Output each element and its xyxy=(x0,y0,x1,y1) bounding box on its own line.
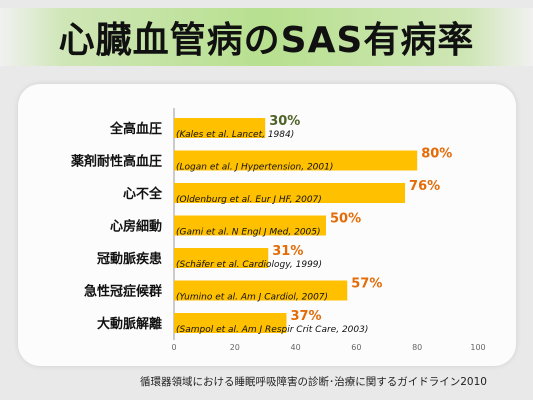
bar-4 xyxy=(174,248,269,268)
value-label: 50% xyxy=(330,212,361,227)
bar-6 xyxy=(174,313,287,333)
category-label: 薬剤耐性高血圧 xyxy=(70,154,162,170)
category-label: 冠動脈疾患 xyxy=(97,251,162,267)
citation-label: (Gami et al. N Engl J Med, 2005) xyxy=(176,228,321,238)
bar-0 xyxy=(174,118,266,138)
value-label: 57% xyxy=(351,277,382,292)
bar-5 xyxy=(174,280,348,301)
x-tick-label: 40 xyxy=(291,343,301,352)
category-label: 全高血圧 xyxy=(109,121,162,137)
value-label: 80% xyxy=(421,147,452,162)
value-label: 30% xyxy=(269,114,300,129)
citation-label: (Kales et al. Lancet, 1984) xyxy=(176,130,294,140)
citation-label: (Schäfer et al. Cardiology, 1999) xyxy=(176,260,322,270)
citation-label: (Yumino et al. Am J Cardiol, 2007) xyxy=(176,293,328,303)
category-label: 急性冠症候群 xyxy=(84,284,162,300)
page-title: 心臓血管病のSAS有病率 xyxy=(58,20,475,61)
category-label: 心不全 xyxy=(123,186,163,202)
category-label: 大動脈解離 xyxy=(97,316,162,332)
bar-1 xyxy=(174,150,418,171)
x-tick-label: 100 xyxy=(470,343,485,352)
category-label: 心房細動 xyxy=(110,219,162,235)
value-label: 37% xyxy=(290,309,321,324)
citation-label: (Sampol et al. Am J Respir Crit Care, 20… xyxy=(176,325,368,335)
x-tick-label: 80 xyxy=(412,343,422,352)
title-banner: 心臓血管病のSAS有病率 xyxy=(0,8,533,66)
x-tick-label: 0 xyxy=(171,343,176,352)
citation-label: (Oldenburg et al. Eur J HF, 2007) xyxy=(176,195,322,205)
citation-label: (Logan et al. J Hypertension, 2001) xyxy=(176,163,333,173)
bar-2 xyxy=(174,183,406,203)
value-label: 76% xyxy=(409,179,440,194)
x-tick-label: 20 xyxy=(230,343,240,352)
footnote: 循環器領域における睡眠呼吸障害の診断･治療に関するガイドライン2010 xyxy=(140,376,487,388)
bar-3 xyxy=(174,215,326,236)
value-label: 31% xyxy=(272,244,303,259)
x-tick-label: 60 xyxy=(351,343,361,352)
